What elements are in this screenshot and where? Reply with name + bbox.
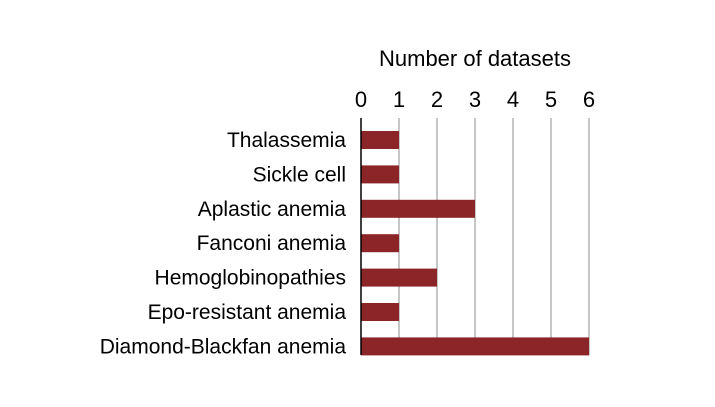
- x-axis-title: Number of datasets: [379, 46, 571, 71]
- category-label-thalassemia: Thalassemia: [227, 129, 346, 152]
- category-label-aplastic-anemia: Aplastic anemia: [198, 198, 347, 221]
- bar-epo-resistant-anemia: [361, 303, 399, 321]
- bar-aplastic-anemia: [361, 199, 475, 218]
- bar-sickle-cell: [361, 165, 399, 184]
- bar-diamond-blackfan-anemia: [361, 337, 589, 356]
- category-labels: Thalassemia Sickle cell Aplastic anemia Fan…: [100, 129, 347, 358]
- x-tick-label-6: 6: [583, 87, 595, 112]
- x-tick-label-2: 2: [431, 87, 443, 112]
- gridlines: [398, 118, 590, 355]
- x-tick-label-5: 5: [545, 87, 557, 112]
- category-label-fanconi-anemia: Fanconi anemia: [197, 232, 347, 255]
- category-label-epo-resistant-anemia: Epo-resistant anemia: [148, 301, 347, 324]
- category-label-diamond-blackfan-anemia: Diamond-Blackfan anemia: [100, 335, 347, 358]
- x-tick-label-3: 3: [469, 87, 481, 112]
- x-tick-label-0: 0: [355, 87, 367, 112]
- category-label-sickle-cell: Sickle cell: [253, 163, 346, 186]
- bar-fanconi-anemia: [361, 234, 399, 253]
- category-label-hemoglobinopathies: Hemoglobinopathies: [155, 267, 346, 290]
- x-tick-label-4: 4: [507, 87, 519, 112]
- bars: [361, 131, 589, 356]
- x-tick-label-1: 1: [393, 87, 405, 112]
- bar-thalassemia: [361, 131, 399, 149]
- x-tick-labels: 0 1 2 3 4 5 6: [355, 87, 595, 112]
- bar-hemoglobinopathies: [361, 268, 437, 287]
